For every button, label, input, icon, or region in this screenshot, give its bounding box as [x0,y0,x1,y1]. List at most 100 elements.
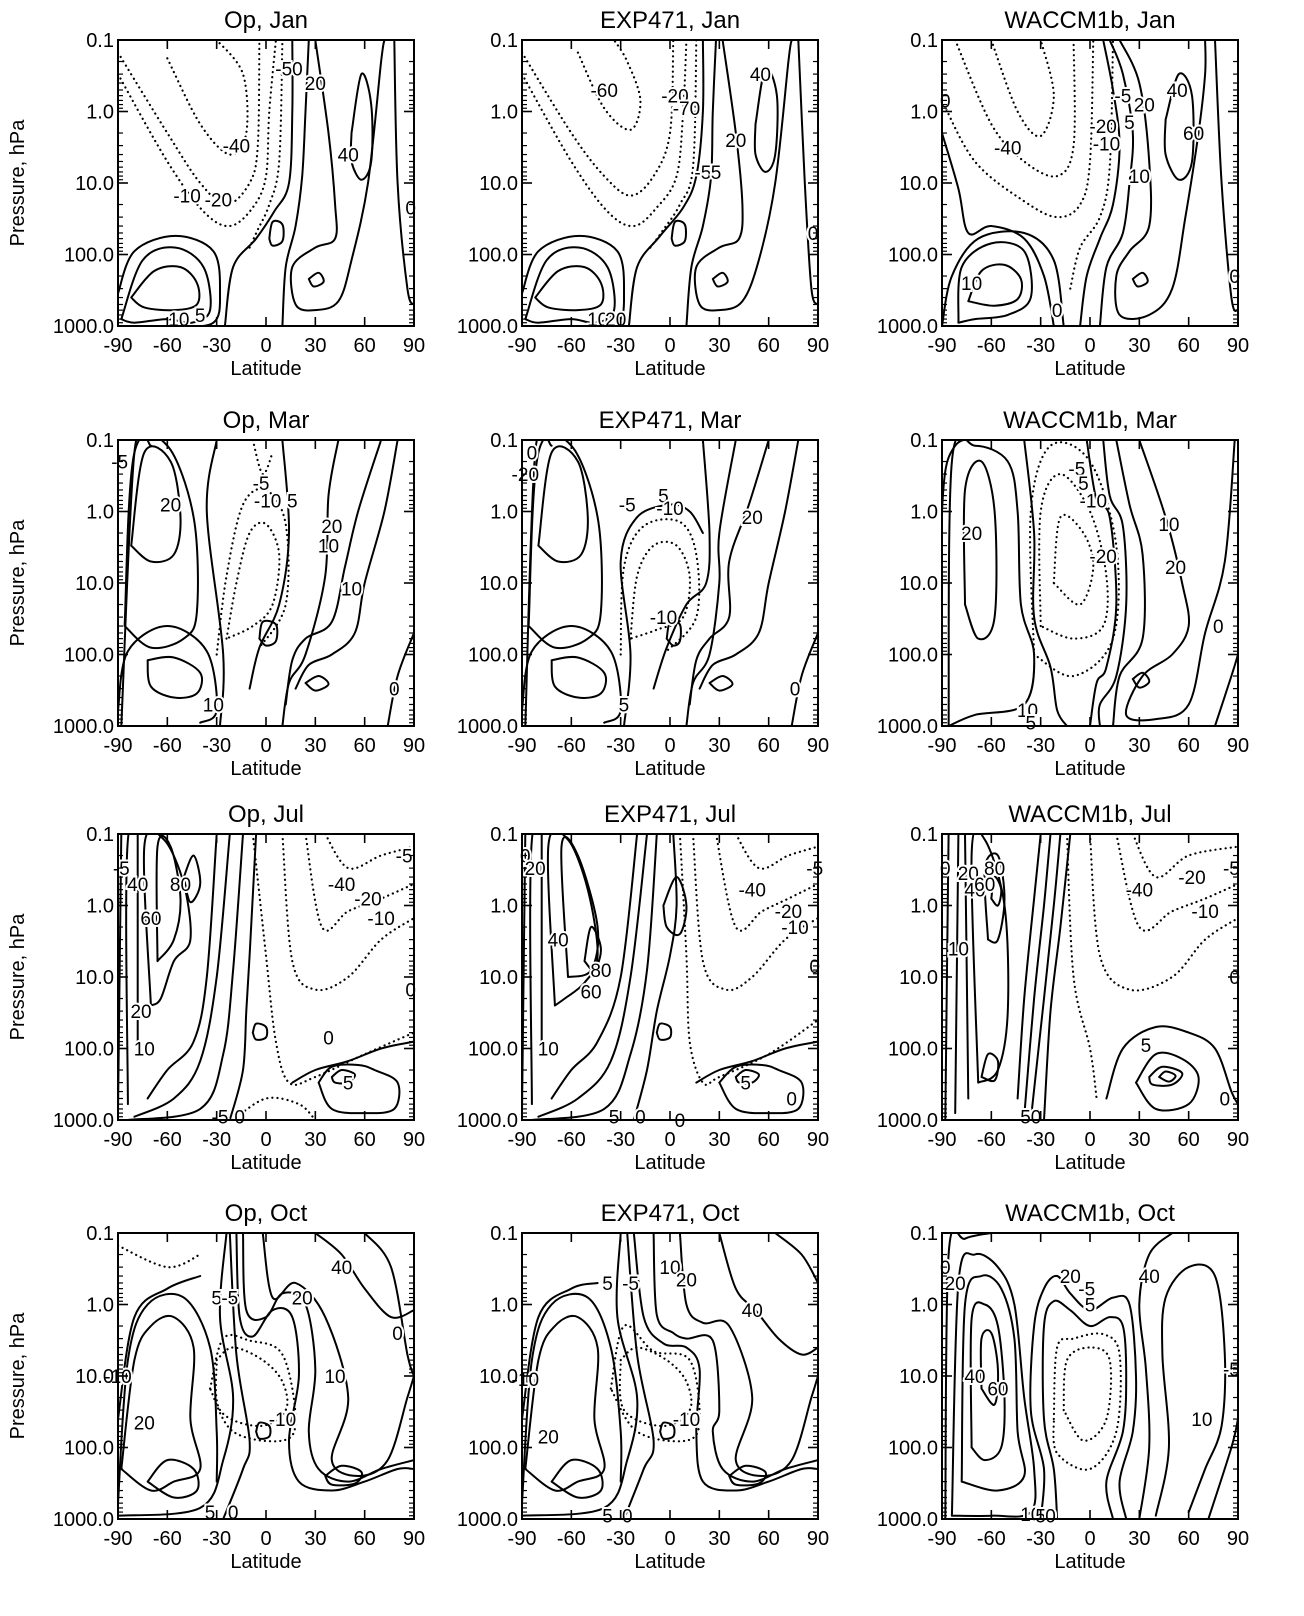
contour-label: -20 [512,465,539,486]
x-tick-label: 60 [354,735,376,757]
contour-label: 10 [134,1040,155,1061]
y-tick-label: 0.1 [86,1223,114,1245]
contour-line-positive [662,875,688,937]
contour-label: -70 [673,99,700,120]
x-tick-label: 90 [403,1528,425,1550]
contour-line-positive [774,1233,818,1284]
y-tick-label: 1.0 [490,502,518,524]
y-tick-label: 100.0 [64,1039,114,1061]
contour-line-positive [1029,834,1062,1120]
y-tick-label: 10.0 [75,573,114,595]
contour-label: -40 [738,881,765,902]
contour-line-positive [979,1329,1000,1406]
x-tick-label: -90 [104,1528,133,1550]
x-tick-label: 30 [1128,1528,1150,1550]
contour-line-negative [649,40,698,249]
y-axis-label: Pressure, hPa [7,119,29,247]
contour-label: -5 [622,1274,639,1295]
contour-line-positive [623,1233,655,1519]
contour-label: 20 [961,524,982,545]
contour-label: 40 [548,931,569,952]
contour-label: -10 [254,491,281,512]
contour-line-positive [1016,834,1042,1100]
contour-label: -10 [367,909,394,930]
x-tick-label: 90 [807,1528,829,1550]
contour-label: 20 [725,131,746,152]
contour-line-positive [118,1233,235,1517]
contour-line-positive [537,445,589,564]
x-tick-label: -30 [606,335,635,357]
contour-label: 5 [343,1074,354,1095]
contour-line-positive [550,655,608,699]
y-tick-label: 1.0 [910,502,938,524]
contour-label: 10 [948,940,969,961]
contour-line-positive [118,1292,219,1505]
y-tick-label: 1000.0 [457,716,518,738]
y-tick-label: 100.0 [468,645,518,667]
contour-line-positive [142,834,192,1007]
contour-label: -20 [1089,117,1116,138]
x-tick-label: 30 [708,335,730,357]
x-tick-label: -60 [153,735,182,757]
contour-label: -20 [775,902,802,923]
contour-line-positive [126,834,244,1120]
contour-label: -40 [328,875,355,896]
contour-line-positive [728,1464,767,1487]
contour-label: 0 [1045,1507,1056,1528]
x-axis-label: Latitude [634,358,705,380]
y-tick-label: 10.0 [479,1366,518,1388]
contour-lines [522,440,818,726]
x-axis-label: Latitude [634,1152,705,1174]
x-tick-label: -60 [977,1528,1006,1550]
contour-label: 5 [711,163,722,184]
contour-line-negative [1088,834,1238,992]
contour-lines [522,834,818,1120]
contour-label: -5 [111,453,128,474]
panel-title: Op, Jan [224,7,308,34]
y-tick-label: 1000.0 [457,1110,518,1132]
x-axis-label: Latitude [1054,758,1125,780]
contour-line-positive [205,440,225,726]
x-tick-label: -30 [606,735,635,757]
x-tick-label: 90 [1227,735,1249,757]
contour-line-positive [120,246,212,324]
contour-label: 0 [786,1089,797,1110]
contour-label: 0 [808,224,819,245]
contour-line-positive [1124,440,1236,722]
contour-label: 20 [1060,1267,1081,1288]
x-tick-label: 60 [354,335,376,357]
contour-line-positive [1114,40,1207,320]
contour-label: 20 [134,1414,155,1435]
contour-line-positive [718,1063,805,1115]
contour-label: 60 [1183,124,1204,145]
contour-line-positive [797,40,818,306]
contour-line-positive [583,925,602,972]
contour-line-negative [942,40,1095,219]
contour-line-positive [632,834,678,1120]
contour-label: 10 [1129,167,1150,188]
x-tick-label: -30 [202,335,231,357]
x-tick-label: -30 [1026,735,1055,757]
plot-frame [941,439,1239,727]
contour-line-positive [944,1233,993,1519]
x-tick-label: 60 [1178,1528,1200,1550]
x-tick-label: 30 [708,1528,730,1550]
contour-label: -10 [512,1370,539,1391]
contour-label: -40 [1126,881,1153,902]
contour-line-negative [576,40,642,131]
contour-line-positive [954,834,960,1115]
x-tick-label: -90 [104,335,133,357]
x-tick-label: 0 [664,1129,675,1151]
contour-label: 40 [964,1367,985,1388]
contour-line-positive [1158,1070,1177,1083]
contour-line-positive [550,1458,604,1499]
y-tick-label: 1.0 [86,896,114,918]
contour-label: -10 [1093,134,1120,155]
y-tick-label: 1000.0 [53,1110,114,1132]
contour-line-positive [734,1068,760,1085]
x-tick-label: -90 [928,335,957,357]
contour-label: 0 [790,680,801,701]
